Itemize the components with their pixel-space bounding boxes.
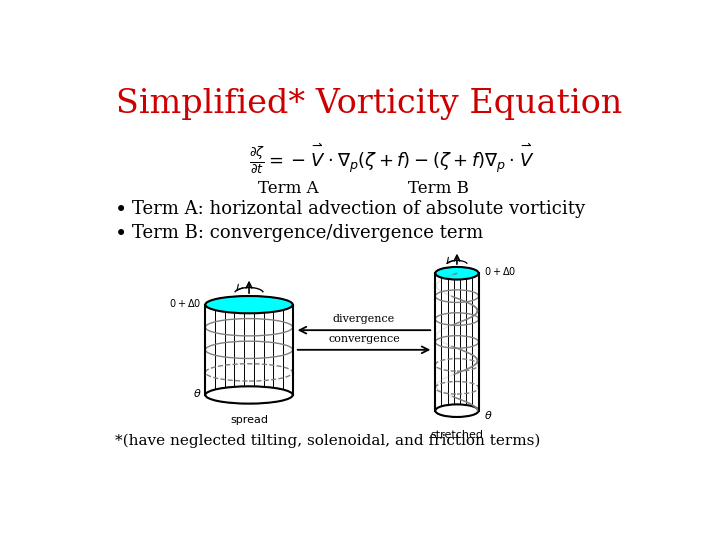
Text: •: • [115,224,127,244]
Text: *(have neglected tilting, solenoidal, and friction terms): *(have neglected tilting, solenoidal, an… [115,434,540,448]
Text: •: • [115,200,127,220]
Text: Term B: Term B [408,180,469,197]
Text: Term A: Term A [258,180,318,197]
Text: Term A: horizontal advection of absolute vorticity: Term A: horizontal advection of absolute… [132,200,585,218]
Text: Term B: convergence/divergence term: Term B: convergence/divergence term [132,224,483,242]
Text: Simplified* Vorticity Equation: Simplified* Vorticity Equation [116,88,622,120]
Text: $\frac{\partial \zeta}{\partial t} = -\overset{\rightharpoonup}{V} \cdot \nabla_: $\frac{\partial \zeta}{\partial t} = -\o… [249,142,535,176]
